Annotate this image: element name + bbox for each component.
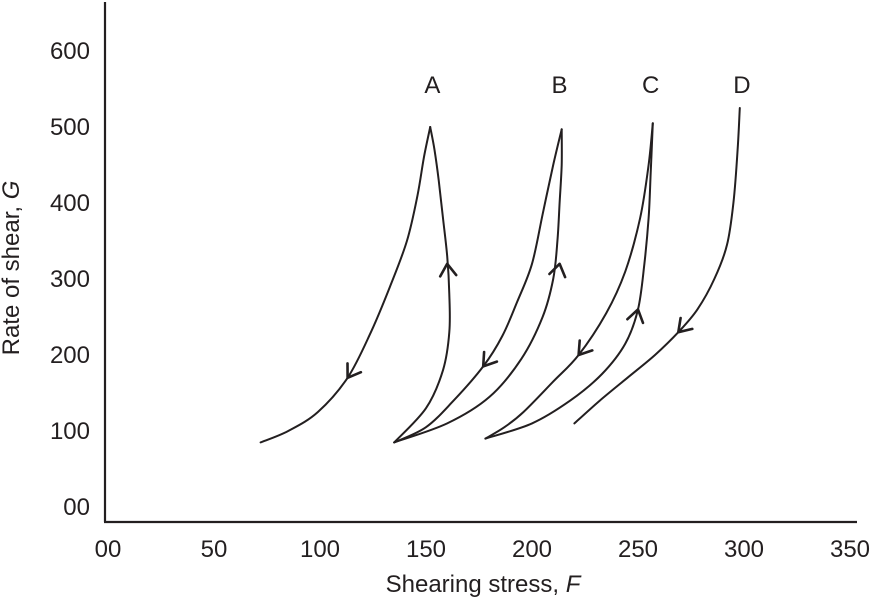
x-tick-label: 200 bbox=[512, 536, 552, 563]
series-a-down-curve bbox=[259, 126, 432, 444]
series-a-up-curve bbox=[393, 126, 451, 444]
series-a-arrow-up bbox=[438, 262, 458, 278]
series-c-arrow-down bbox=[577, 339, 594, 357]
series-b: B bbox=[393, 72, 568, 444]
y-axis-title: Rate of shear, G bbox=[0, 181, 25, 356]
series-c: C bbox=[484, 72, 659, 440]
x-tick-label: 50 bbox=[201, 536, 228, 563]
x-tick-label: 150 bbox=[406, 536, 446, 563]
y-tick-label: 500 bbox=[50, 114, 90, 141]
x-tick-labels: 00 50 100 150 200 250 300 350 bbox=[95, 536, 870, 563]
series-c-label: C bbox=[642, 72, 659, 99]
y-axis-title-text: Rate of shear, bbox=[0, 199, 25, 355]
y-tick-label: 300 bbox=[50, 266, 90, 293]
series-b-arrow-up bbox=[548, 262, 567, 279]
series-c-down-curve bbox=[484, 122, 654, 440]
y-tick-label: 00 bbox=[63, 494, 90, 521]
series-d-down-curve bbox=[573, 107, 741, 425]
series-d-label: D bbox=[733, 72, 750, 99]
x-axis-title: Shearing stress, F bbox=[386, 571, 582, 598]
x-tick-label: 250 bbox=[618, 536, 658, 563]
series-d-arrow-down bbox=[677, 316, 694, 334]
x-tick-label: 00 bbox=[95, 536, 122, 563]
series-a: A bbox=[259, 72, 458, 444]
series-a-label: A bbox=[424, 72, 440, 99]
x-tick-label: 100 bbox=[300, 536, 340, 563]
axes bbox=[103, 2, 857, 524]
series-c-arrow-up bbox=[626, 308, 645, 325]
series-d: D bbox=[573, 72, 751, 425]
y-tick-label: 100 bbox=[50, 418, 90, 445]
x-tick-label: 350 bbox=[830, 536, 870, 563]
y-axis-title-variable: G bbox=[0, 181, 25, 200]
x-axis-title-variable: F bbox=[566, 571, 582, 598]
y-tick-label: 200 bbox=[50, 342, 90, 369]
series-a-arrow-down bbox=[346, 362, 363, 380]
y-tick-label: 600 bbox=[50, 38, 90, 65]
series-b-label: B bbox=[552, 72, 568, 99]
series-b-arrow-down bbox=[481, 350, 499, 368]
y-tick-label: 400 bbox=[50, 190, 90, 217]
series-b-up-curve bbox=[393, 128, 563, 444]
series-layer: A B C D bbox=[259, 72, 751, 444]
y-tick-labels: 00 100 200 300 400 500 600 bbox=[50, 38, 90, 521]
series-c-up-curve bbox=[484, 122, 654, 440]
series-b-down-curve bbox=[393, 128, 563, 444]
x-tick-label: 300 bbox=[724, 536, 764, 563]
x-axis-title-text: Shearing stress, bbox=[386, 571, 566, 598]
